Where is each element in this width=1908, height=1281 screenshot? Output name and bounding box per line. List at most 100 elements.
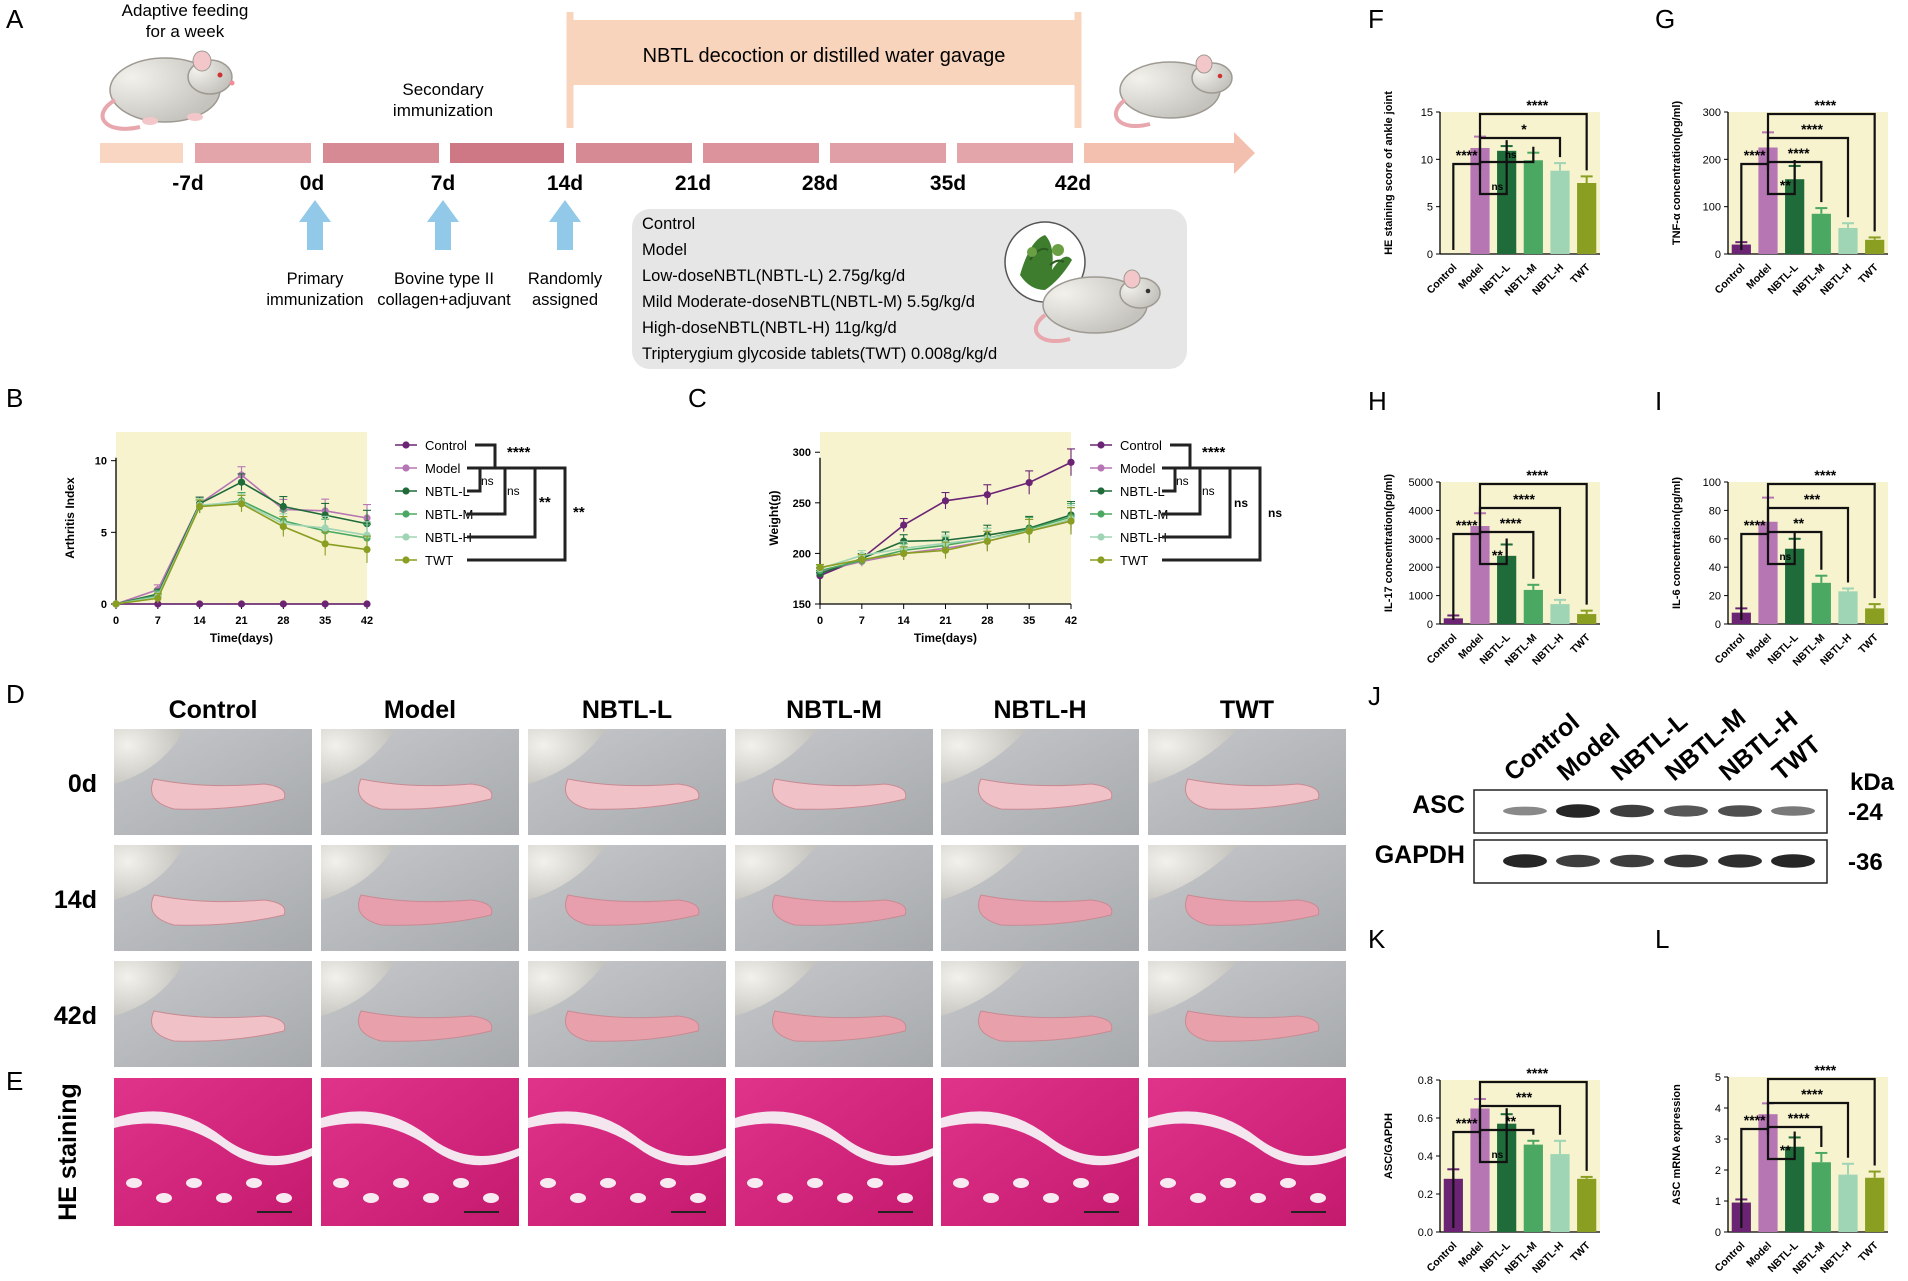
band-label-GAPDH: GAPDH [1375, 841, 1465, 869]
marrow-space [660, 1178, 676, 1188]
day-label-0: -7d [172, 172, 204, 195]
fur-area [321, 845, 395, 900]
paw-photo [941, 961, 1139, 1067]
bar-NBTL-L [1785, 548, 1805, 624]
bar-NBTL-M [1523, 160, 1543, 254]
panel-label-d: D [6, 679, 25, 709]
x-tick-label: Control [1425, 1240, 1460, 1275]
row-label-42d: 42d [54, 1002, 97, 1030]
sig-label: ns [481, 474, 494, 488]
x-tick-label: TWT [1568, 631, 1593, 656]
legend-label: NBTL-M [425, 507, 473, 522]
y-tick-label: 0.2 [1418, 1189, 1433, 1201]
sig-label: **** [1788, 1110, 1810, 1126]
y-tick-label: 5 [101, 527, 107, 539]
bar-NBTL-M [1811, 582, 1831, 624]
marrow-space [747, 1178, 763, 1188]
sig-label: **** [1814, 1062, 1836, 1078]
bar-NBTL-M [1523, 1144, 1543, 1232]
chart-h-il17: 0 1000 2000 3000 4000 5000 IL-17 concentration… [1383, 467, 1600, 669]
group-item-2: Low-doseNBTL(NBTL-L) 2.75g/kg/d [642, 267, 905, 285]
paw-photo [321, 845, 519, 951]
legend-label: NBTL-L [425, 484, 470, 499]
fur-area [528, 961, 606, 1016]
bar-NBTL-L [1785, 1146, 1805, 1232]
x-tick-label: 14 [898, 615, 911, 627]
y-tick-label: 20 [1709, 591, 1721, 603]
y-tick-label: 10 [1421, 154, 1433, 166]
x-tick-label: 28 [981, 615, 993, 627]
fur-area [114, 729, 184, 784]
sig-bracket [467, 466, 537, 539]
sig-label: **** [1456, 1115, 1478, 1131]
plot-area [1440, 482, 1600, 624]
point-Control [983, 491, 991, 499]
paw-photo [735, 961, 933, 1067]
paw-shape [565, 894, 700, 926]
paw-photo [528, 729, 726, 835]
fur-area [1148, 845, 1238, 900]
fur-area [941, 729, 1027, 784]
legend-marker [1097, 487, 1105, 495]
y-tick-label: 100 [1703, 202, 1721, 214]
bar-TWT [1865, 608, 1885, 624]
x-tick-label: Control [1713, 262, 1748, 297]
marrow-space [216, 1193, 232, 1203]
sig-label: **** [1526, 1065, 1548, 1081]
x-tick-label: 35 [319, 615, 331, 627]
bar-NBTL-M [1811, 1162, 1831, 1232]
y-tick-label: 0.6 [1418, 1113, 1433, 1125]
point-Control [279, 600, 287, 608]
band-ASC-TWT [1771, 806, 1815, 816]
marrow-space [483, 1193, 499, 1203]
chart-c-weight: 0 7 14 21 28 35 42 150 200 250 300 Time(days) Weight… [767, 432, 1282, 645]
bar-Model [1470, 147, 1490, 254]
y-tick-label: 300 [1703, 107, 1721, 119]
x-tick-label: 0 [817, 615, 823, 627]
legend-marker [402, 441, 410, 449]
plot-area [1728, 112, 1888, 254]
paw-shape [1185, 1010, 1320, 1042]
y-tick-label: 4 [1715, 1103, 1721, 1115]
bar-TWT [1577, 183, 1597, 254]
paw-photo [1148, 845, 1346, 951]
y-tick-label: 0 [1715, 1227, 1721, 1239]
legend-label: NBTL-M [1120, 507, 1168, 522]
y-tick-label: 200 [793, 548, 811, 560]
point-Control [363, 600, 371, 608]
sig-label: ** [1780, 1142, 1791, 1158]
marrow-space [276, 1193, 292, 1203]
panel-label-f: F [1368, 4, 1384, 34]
point-Control [1067, 458, 1075, 466]
adapt-label: Adaptive feeding for a week [122, 1, 249, 41]
paw-shape [772, 894, 907, 926]
sig-bracket [1766, 1129, 1796, 1161]
x-tick-label: 21 [235, 615, 247, 627]
x-tick-label: TWT [1568, 261, 1593, 286]
mouse-illustration-right [1113, 54, 1233, 128]
bar-NBTL-L [1497, 555, 1517, 624]
marrow-space [1250, 1193, 1266, 1203]
paw-shape [358, 778, 493, 810]
x-tick-label: Control [1713, 1240, 1748, 1275]
y-tick-label: 5 [1715, 1072, 1721, 1084]
fur-area [528, 729, 606, 784]
point-TWT [279, 523, 287, 531]
fur-area [321, 729, 395, 784]
legend-marker [402, 464, 410, 472]
up-arrow-icon [299, 200, 331, 250]
sig-label: ns [1234, 496, 1248, 510]
group-item-5: Tripterygium glycoside tablets(TWT) 0.00… [642, 345, 997, 363]
he-staining-image [1148, 1078, 1346, 1226]
paw-shape [772, 1010, 907, 1042]
bar-Model [1758, 521, 1778, 624]
paw-photo [1148, 729, 1346, 835]
panel-label-h: H [1368, 386, 1387, 416]
y-tick-label: 2000 [1409, 562, 1433, 574]
marrow-space [1310, 1193, 1326, 1203]
day-label-3: 14d [547, 172, 583, 195]
paw-photo [528, 961, 726, 1067]
arrow-label-1: Bovine type II collagen+adjuvant [377, 270, 511, 309]
